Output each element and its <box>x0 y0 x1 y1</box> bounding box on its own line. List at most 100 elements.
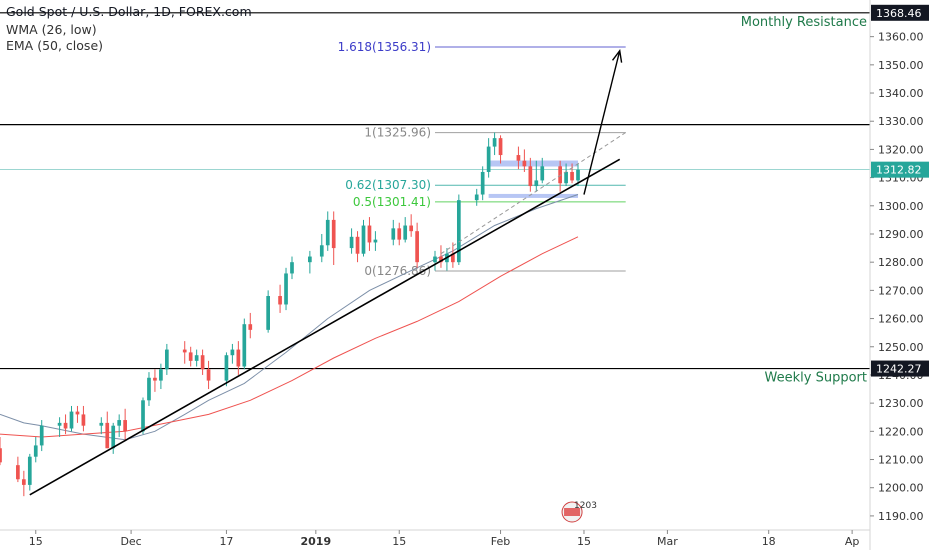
candle-body <box>123 420 127 432</box>
candle-body <box>16 465 20 480</box>
candle <box>182 341 187 364</box>
y-tick-label: 1330.00 <box>878 115 924 128</box>
candle-body <box>230 349 235 356</box>
y-tick-label: 1350.00 <box>878 59 924 72</box>
symbol-title[interactable]: Gold Spot / U.S. Dollar, 1D, FOREX.com <box>6 4 252 19</box>
candle <box>278 284 282 313</box>
candle-body <box>361 225 366 254</box>
candle-body <box>188 352 193 361</box>
candle <box>355 231 360 263</box>
candle <box>111 422 116 454</box>
x-tick-label: Dec <box>120 535 141 548</box>
candle-body <box>63 422 68 429</box>
x-tick-label: 2019 <box>301 535 332 548</box>
indicator-ema-legend[interactable]: EMA (50, close) <box>6 38 104 53</box>
y-tick-label: 1320.00 <box>878 143 924 156</box>
y-tick-label: 1230.00 <box>878 397 924 410</box>
candle <box>224 352 229 387</box>
candle-body <box>474 194 479 201</box>
candle <box>498 135 503 164</box>
candle-body <box>570 171 574 181</box>
fib-label-1.618: 1.618(1356.31) <box>338 40 431 54</box>
candle-body <box>308 256 312 263</box>
candle <box>117 414 122 437</box>
candle <box>159 363 163 390</box>
candle <box>361 219 366 257</box>
price-label-text: 1368.46 <box>876 7 922 20</box>
candle <box>63 414 68 435</box>
candle <box>141 397 145 435</box>
candle-body <box>456 200 461 263</box>
price-label-box <box>871 161 929 178</box>
fibonacci-levels: 1.618(1356.31) 1(1325.96) 0.62(1307.30) 0.5… <box>338 40 626 278</box>
candle <box>534 160 539 192</box>
candle-body <box>516 155 521 161</box>
candle-body <box>486 146 491 172</box>
candle-body <box>278 296 282 305</box>
projection-arrow-head <box>611 49 623 63</box>
fib-label-0: 0(1276.86) <box>364 264 431 278</box>
candle-body <box>415 231 419 263</box>
level-label-2: Weekly Support <box>765 371 867 386</box>
candle-body <box>117 420 122 426</box>
candle-body <box>141 400 145 432</box>
candle <box>194 349 199 367</box>
candle-body <box>558 166 562 184</box>
badge-text: 1203 <box>574 501 597 511</box>
candle <box>528 157 533 192</box>
candle <box>433 250 437 271</box>
candle-body <box>105 422 110 449</box>
x-tick-label: 15 <box>29 535 43 548</box>
candle <box>165 343 169 375</box>
range-box-bottom <box>488 193 579 198</box>
candle-body <box>159 369 163 381</box>
candle-body <box>451 253 455 263</box>
level-label-0: Monthly Resistance <box>741 15 867 30</box>
indicator-wma-legend[interactable]: WMA (26, low) <box>6 22 97 37</box>
earnings-badge[interactable]: 1203 <box>561 501 597 523</box>
candle-body <box>528 166 533 187</box>
ema-50-close-line <box>0 236 579 438</box>
candle <box>105 411 110 449</box>
candle <box>188 346 193 367</box>
drawings <box>29 49 626 496</box>
candle-body <box>182 349 187 353</box>
candle-body <box>248 324 253 330</box>
candle <box>403 217 408 243</box>
candle-body <box>33 445 38 457</box>
candle <box>16 456 20 483</box>
candle <box>522 149 527 172</box>
candle <box>331 211 336 265</box>
candle-body <box>194 355 199 361</box>
candle <box>456 194 461 265</box>
candle-body <box>236 349 241 367</box>
candle-body <box>242 324 247 367</box>
candle <box>570 163 574 184</box>
candle <box>153 369 157 392</box>
candle-body <box>492 138 497 147</box>
candle-body <box>147 377 151 401</box>
candle <box>474 188 479 206</box>
candle <box>516 146 521 170</box>
x-axis[interactable]: 15 Dec 17 2019 15 Feb 15 Mar 18 Ap <box>0 529 870 548</box>
candle-body <box>111 425 116 449</box>
candle <box>480 166 485 201</box>
y-tick-label: 1290.00 <box>878 228 924 241</box>
candle-body <box>319 245 324 257</box>
x-tick-label: Mar <box>657 535 678 548</box>
candle <box>319 233 324 263</box>
flag-icon <box>564 508 581 516</box>
x-tick-label: Feb <box>491 535 510 548</box>
y-axis[interactable]: 1190.001200.001210.001220.001230.001240.… <box>869 0 929 550</box>
candle <box>266 290 270 333</box>
wma-26-low-line <box>0 194 579 441</box>
y-tick-label: 1340.00 <box>878 87 924 100</box>
candle <box>284 267 288 311</box>
candle <box>409 214 414 237</box>
price-label-text: 1312.82 <box>876 164 922 177</box>
candle <box>308 250 312 274</box>
candle <box>0 436 2 466</box>
candle <box>123 408 127 440</box>
x-tick-label: 18 <box>762 535 776 548</box>
